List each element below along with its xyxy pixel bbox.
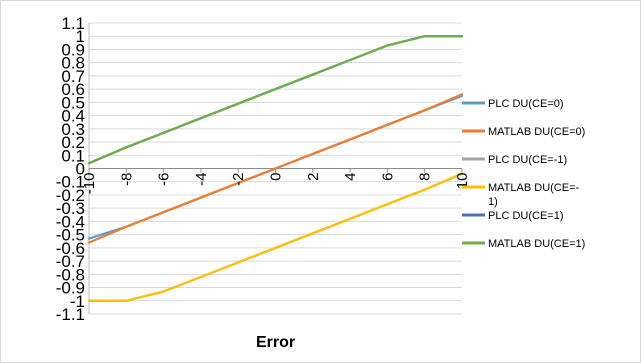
x-axis-title: Error bbox=[256, 334, 295, 351]
x-tick-label: -6 bbox=[156, 173, 173, 186]
x-tick-label: 2 bbox=[305, 173, 322, 181]
x-tick-label: -4 bbox=[193, 173, 210, 186]
series-line-5 bbox=[87, 35, 464, 165]
x-tick-label: 10 bbox=[454, 173, 471, 190]
x-tick-label: 0 bbox=[268, 173, 285, 181]
y-tick-label: 1 bbox=[76, 27, 85, 46]
y-tick-label: -0.9 bbox=[56, 279, 85, 298]
y-tick-label: 0.9 bbox=[61, 40, 85, 59]
y-tick-labels: 1.110.90.80.70.60.50.40.30.20.10-0.1-0.2… bbox=[56, 14, 85, 324]
y-tick-label: 0 bbox=[76, 160, 85, 179]
series-lines bbox=[87, 35, 464, 302]
legend-label: MATLAB DU(CE=0) bbox=[488, 126, 585, 138]
y-tick-label: 0.3 bbox=[61, 120, 85, 139]
series-line-4 bbox=[87, 35, 464, 165]
y-tick-label: 0.5 bbox=[61, 93, 85, 112]
y-tick-label: -0.1 bbox=[56, 173, 85, 192]
y-tick-label: 0.8 bbox=[61, 54, 85, 73]
y-tick-label: -1 bbox=[70, 292, 85, 311]
y-tick-label: -0.7 bbox=[56, 252, 85, 271]
y-tick-label: 0.6 bbox=[61, 80, 85, 99]
y-tick-label: 0.7 bbox=[61, 67, 85, 86]
y-tick-label: -0.8 bbox=[56, 265, 85, 284]
y-tick-label: -0.2 bbox=[56, 186, 85, 205]
y-tick-label: 0.4 bbox=[61, 107, 85, 126]
y-tick-label: -0.6 bbox=[56, 239, 85, 258]
y-tick-label: 0.1 bbox=[61, 146, 85, 165]
y-tick-label: -1.1 bbox=[56, 305, 85, 324]
legend-label: MATLAB DU(CE=1) bbox=[488, 238, 585, 250]
y-tick-label: 1.1 bbox=[61, 14, 85, 33]
y-tick-label: -0.3 bbox=[56, 199, 85, 218]
series-line-2 bbox=[87, 172, 464, 302]
legend-label: MATLAB DU(CE=-1) bbox=[488, 182, 580, 208]
x-tick-label: 8 bbox=[417, 173, 434, 181]
x-tick-label: -2 bbox=[230, 173, 247, 186]
y-tick-label: -0.5 bbox=[56, 226, 85, 245]
x-tick-labels: -10 -8 -6 -4 -2 0 2 4 6 8 10 bbox=[81, 173, 471, 195]
x-tick-label: -8 bbox=[118, 173, 135, 186]
y-tick-label: -0.4 bbox=[56, 212, 85, 231]
x-tick-label: -10 bbox=[81, 173, 98, 195]
legend-label: PLC DU(CE=-1) bbox=[488, 154, 567, 166]
legend-label: PLC DU(CE=0) bbox=[488, 98, 564, 110]
series-line-3 bbox=[87, 172, 464, 302]
legend-label: PLC DU(CE=1) bbox=[488, 210, 564, 222]
legend: PLC DU(CE=0) MATLAB DU(CE=0) PLC DU(CE=-1)… bbox=[462, 98, 585, 250]
y-tick-label: 0.2 bbox=[61, 133, 85, 152]
x-tick-label: 4 bbox=[342, 173, 359, 181]
series-line-1 bbox=[87, 93, 464, 244]
x-tick-label: 6 bbox=[379, 173, 396, 181]
